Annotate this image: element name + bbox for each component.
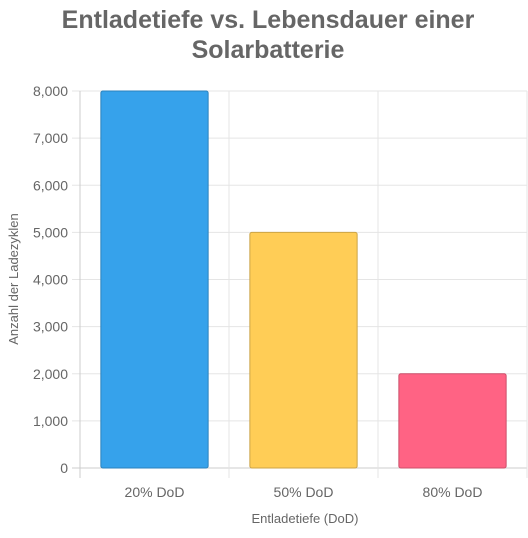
x-tick-label: 50% DoD: [274, 484, 334, 500]
bar[interactable]: [249, 231, 358, 469]
y-tick-label: 1,000: [33, 413, 68, 429]
y-tick-label: 5,000: [33, 224, 68, 240]
y-tick-label: 6,000: [33, 177, 68, 193]
chart-title-line-2: Solarbatterie: [192, 36, 345, 64]
y-tick-label: 0: [60, 460, 68, 476]
x-tick-label: 80% DoD: [423, 484, 483, 500]
y-tick-label: 4,000: [33, 272, 68, 288]
y-tick-label: 2,000: [33, 366, 68, 382]
y-tick-label: 7,000: [33, 130, 68, 146]
tick-labels: 0 1,000 2,000 3,000 4,000 5,000 6,000 7,000 8,00…: [33, 83, 483, 500]
bar[interactable]: [100, 90, 209, 469]
x-tick-label: 20% DoD: [125, 484, 185, 500]
bars: [100, 90, 507, 469]
chart-title-line-1: Entladetiefe vs. Lebensdauer einer: [62, 6, 475, 34]
y-tick-label: 3,000: [33, 319, 68, 335]
bar[interactable]: [398, 373, 507, 469]
y-axis-label: Anzahl der Ladezyklen: [6, 213, 21, 345]
x-axis-label: Entladetiefe (DoD): [252, 511, 359, 526]
y-tick-label: 8,000: [33, 83, 68, 99]
